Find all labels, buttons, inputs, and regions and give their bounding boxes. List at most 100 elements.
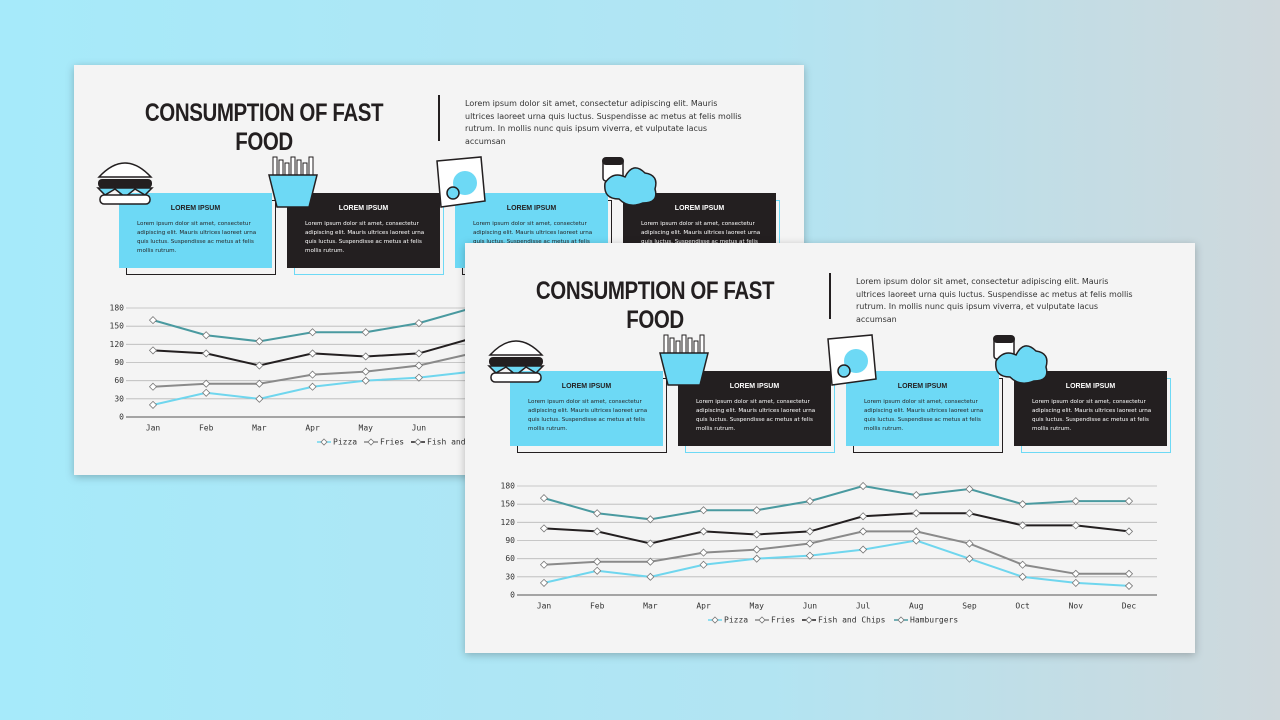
info-card: LOREM IPSUM Lorem ipsum dolor sit amet, c… <box>510 371 667 453</box>
card-fill <box>510 371 663 446</box>
x-tick-label: Mar <box>643 602 658 611</box>
point-marker <box>202 349 211 358</box>
card-text: Lorem ipsum dolor sit amet, consectetur … <box>528 399 648 432</box>
card-fill <box>287 193 440 268</box>
nuggets <box>604 167 657 206</box>
x-tick-label: Sep <box>962 602 977 611</box>
point-marker <box>255 394 264 403</box>
card-heading: LOREM IPSUM <box>506 205 557 212</box>
y-tick-label: 60 <box>114 376 124 385</box>
point-marker <box>912 491 921 500</box>
x-tick-label: Dec <box>1122 602 1137 611</box>
x-tick-label: Jun <box>412 424 427 433</box>
card-heading: LOREM IPSUM <box>170 205 221 212</box>
card-fill <box>119 193 272 268</box>
divider <box>438 95 440 141</box>
legend-marker <box>897 616 905 624</box>
food-icon <box>268 156 318 208</box>
x-tick-label: Mar <box>252 424 267 433</box>
point-marker <box>752 506 761 515</box>
point-marker <box>965 554 974 563</box>
point-marker <box>414 319 423 328</box>
point-marker <box>308 382 317 391</box>
x-tick-label: Feb <box>590 602 605 611</box>
point-marker <box>593 509 602 518</box>
point-marker <box>805 527 814 536</box>
point-marker <box>912 536 921 545</box>
point-marker <box>148 316 158 325</box>
legend-label: Pizza <box>333 438 357 447</box>
point-marker <box>1071 578 1080 587</box>
point-marker <box>752 530 761 539</box>
food-dot <box>446 186 460 200</box>
burger-patty <box>489 357 543 366</box>
point-marker <box>965 539 974 548</box>
point-marker <box>752 554 761 563</box>
x-tick-label: Aug <box>909 602 924 611</box>
x-tick-label: Apr <box>305 424 320 433</box>
point-marker <box>699 560 708 569</box>
card-fill <box>678 371 831 446</box>
burger-bottom <box>99 194 151 205</box>
card-heading: LOREM IPSUM <box>729 383 780 390</box>
food-icon <box>602 157 657 206</box>
point-marker <box>699 506 708 515</box>
y-tick-label: 180 <box>501 482 516 491</box>
point-marker <box>148 382 158 391</box>
card-heading: LOREM IPSUM <box>1065 383 1116 390</box>
point-marker <box>965 484 974 494</box>
slide-title: CONSUMPTION OF FAST FOOD <box>535 277 775 334</box>
point-marker <box>414 373 423 382</box>
y-tick-label: 120 <box>501 518 516 527</box>
point-marker <box>859 481 868 491</box>
point-marker <box>805 497 814 506</box>
food-icon <box>993 335 1048 384</box>
point-marker <box>1071 569 1080 578</box>
food-blob <box>453 171 477 195</box>
x-tick-label: Feb <box>199 424 214 433</box>
info-card: LOREM IPSUM Lorem ipsum dolor sit amet, c… <box>119 193 276 275</box>
info-card: LOREM IPSUM Lorem ipsum dolor sit amet, c… <box>1014 371 1171 453</box>
point-marker <box>699 548 708 557</box>
point-marker <box>859 527 868 536</box>
burger-bottom <box>490 372 542 383</box>
point-marker <box>255 337 264 346</box>
point-marker <box>752 545 761 554</box>
point-marker <box>805 539 814 548</box>
point-marker <box>148 400 158 409</box>
divider <box>829 273 831 319</box>
burger-patty <box>98 179 152 188</box>
cup-lid <box>993 335 1015 343</box>
point-marker <box>593 557 602 566</box>
fries-box <box>268 174 318 208</box>
y-tick-label: 90 <box>114 358 124 367</box>
point-marker <box>361 328 370 337</box>
legend-label: Fish and Chips <box>818 616 886 625</box>
description: Lorem ipsum dolor sit amet, consectetur … <box>465 99 742 146</box>
burger-cheese <box>487 365 545 376</box>
food-icon <box>827 334 877 386</box>
point-marker <box>1124 569 1134 578</box>
point-marker <box>646 557 655 566</box>
point-marker <box>202 388 211 397</box>
y-tick-label: 90 <box>505 536 515 545</box>
line-chart: 0 30 60 90 120 150 180 Jan Feb Mar Apr May Jun Jul Aug… <box>501 481 1157 625</box>
legend-marker <box>711 616 719 624</box>
legend-label: Fries <box>771 616 795 625</box>
point-marker <box>593 566 602 575</box>
legend-label: Hamburgers <box>910 616 958 625</box>
food-icon <box>436 156 486 208</box>
card-text: Lorem ipsum dolor sit amet, consectetur … <box>864 399 984 432</box>
point-marker <box>1018 560 1027 569</box>
point-marker <box>308 349 317 358</box>
point-marker <box>539 494 549 503</box>
info-card: LOREM IPSUM Lorem ipsum dolor sit amet, c… <box>846 371 1003 453</box>
series-line <box>543 530 1129 575</box>
y-tick-label: 180 <box>110 304 125 313</box>
nuggets <box>995 345 1048 384</box>
point-marker <box>1124 581 1134 590</box>
point-marker <box>361 376 370 385</box>
card-text: Lorem ipsum dolor sit amet, consectetur … <box>696 399 816 432</box>
card-text: Lorem ipsum dolor sit amet, consectetur … <box>305 221 425 254</box>
point-marker <box>646 572 655 581</box>
